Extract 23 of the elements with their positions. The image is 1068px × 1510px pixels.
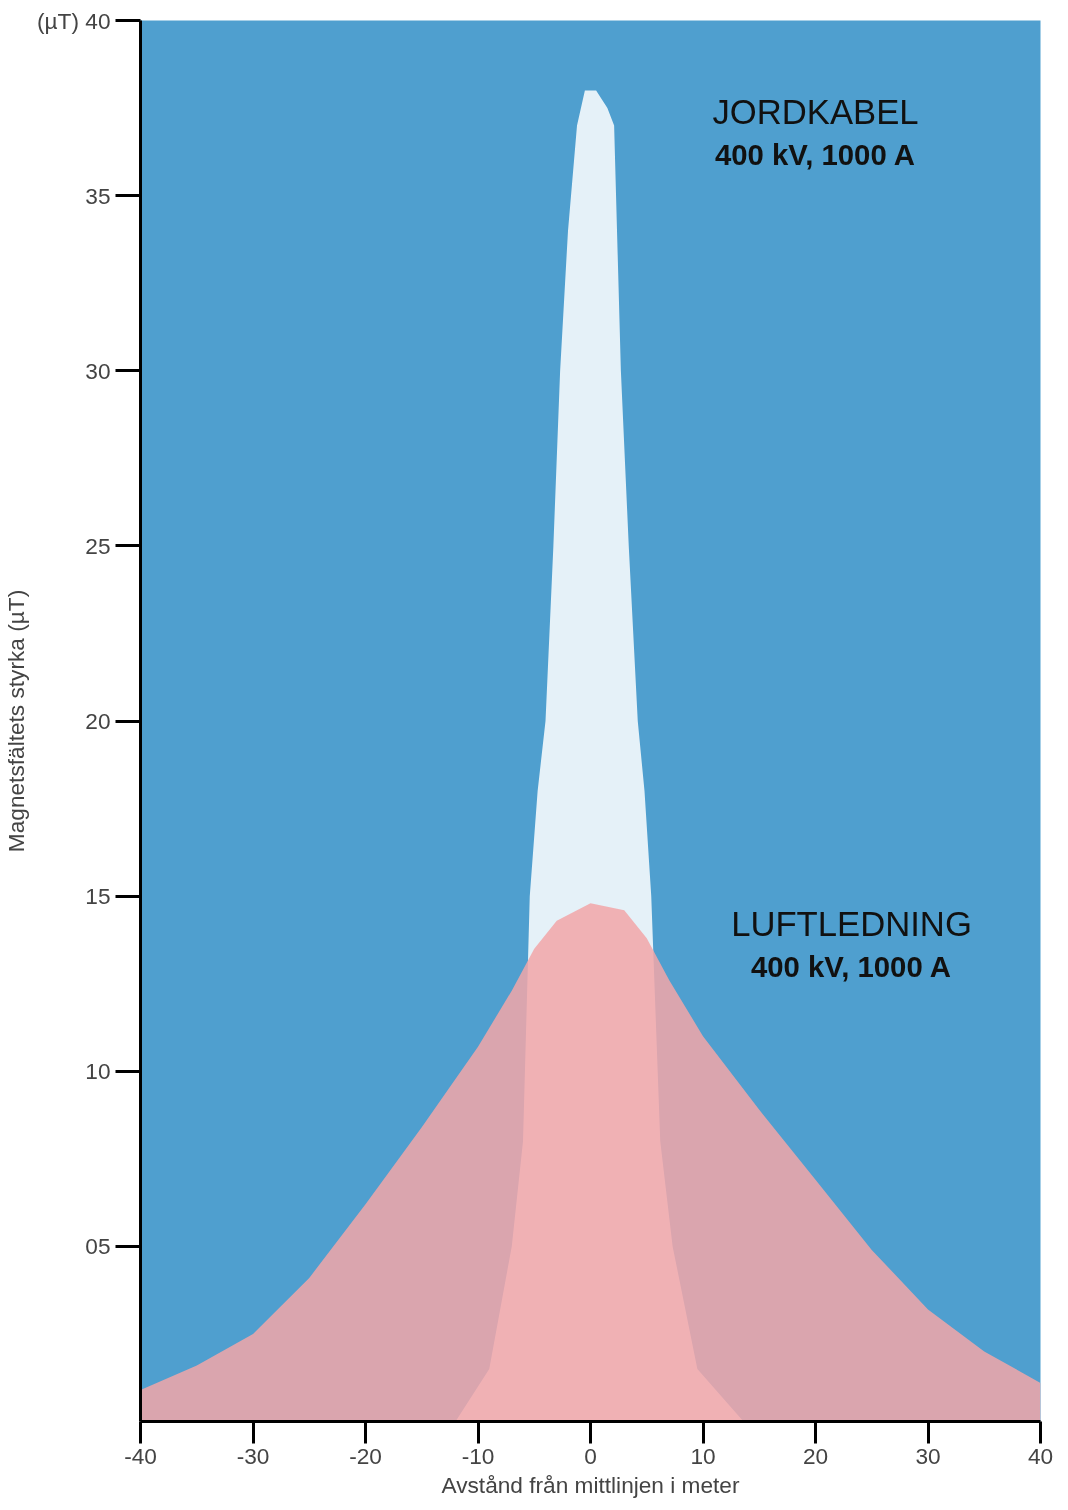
x-tick-label: -10 — [461, 1442, 495, 1469]
y-tick-label: 30 — [85, 357, 111, 384]
x-tick-label: 30 — [915, 1442, 941, 1469]
y-tick-label: 15 — [85, 883, 111, 910]
annotation: 400 kV, 1000 A — [714, 137, 915, 171]
y-tick-label: 05 — [85, 1233, 111, 1260]
x-tick-label: -40 — [124, 1442, 157, 1469]
y-tick-label: 25 — [85, 532, 111, 559]
x-axis-title: Avstånd från mittlinjen i meter — [441, 1471, 740, 1498]
x-tick-label: -20 — [349, 1442, 382, 1469]
annotation: 400 kV, 1000 A — [750, 950, 951, 984]
y-tick-label: 20 — [85, 708, 111, 734]
y-tick-label: 35 — [85, 182, 111, 209]
y-tick-label: (µT) 40 — [37, 7, 111, 34]
y-axis-title: Magnetsfältets styrka (µT) — [3, 589, 30, 853]
x-tick-label: 10 — [690, 1442, 716, 1469]
text: JORDKABEL — [712, 92, 919, 131]
x-tick-label: -30 — [236, 1442, 270, 1469]
x-tick-label: 40 — [1027, 1442, 1054, 1469]
x-tick-label: 20 — [802, 1442, 829, 1469]
text: LUFTLEDNING — [731, 905, 972, 944]
y-tick-label: 10 — [85, 1058, 111, 1085]
x-tick-label: 0 — [584, 1442, 597, 1469]
